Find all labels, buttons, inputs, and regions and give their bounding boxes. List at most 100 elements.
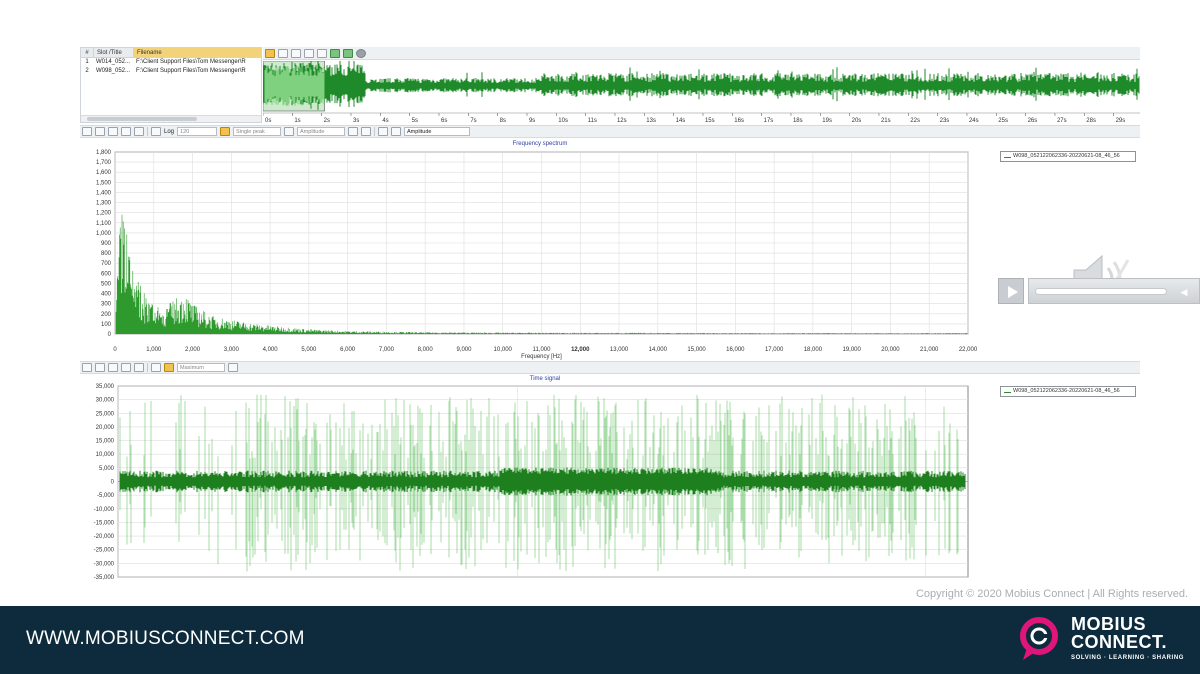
peak-mode-select[interactable]: Single peak: [233, 127, 282, 136]
spectrum-x-tick-label: 15,000: [687, 347, 706, 353]
frequency-spectrum-chart[interactable]: 0 100 200 300 400 500 600 700 800 900 1,000 1,100 1,…: [80, 146, 980, 362]
record-icon[interactable]: [356, 48, 366, 58]
copy-icon[interactable]: [95, 363, 105, 372]
marker-icon[interactable]: [164, 363, 174, 372]
play-button[interactable]: [998, 278, 1024, 304]
website-link[interactable]: WWW.MOBIUSCONNECT.COM: [26, 628, 305, 649]
overview-tick-label: 5s: [412, 118, 418, 123]
spectrum-x-tick-label: 14,000: [649, 347, 668, 353]
copy-icon[interactable]: [95, 127, 105, 136]
file-list-scrollbar[interactable]: [81, 115, 261, 122]
log-toggle[interactable]: Log: [164, 128, 175, 135]
time-y-tick-label: 0: [111, 480, 115, 486]
display-quantity-select[interactable]: Amplitude: [404, 127, 471, 136]
spectrum-y-tick-label: 600: [101, 271, 112, 277]
file-row-filename: F:\Client Support Files\Tom Messenger\R: [136, 68, 246, 74]
save-icon[interactable]: [291, 48, 301, 58]
spectrum-x-tick-label: 5,000: [301, 347, 317, 353]
overview-tick-label: 28s: [1086, 118, 1096, 123]
time-y-tick-label: 25,000: [96, 411, 115, 417]
time-y-tick-label: 15,000: [96, 439, 115, 445]
print-preview-icon[interactable]: [121, 127, 131, 136]
spectrum-x-tick-label: 3,000: [224, 347, 240, 353]
footer-banner: WWW.MOBIUSCONNECT.COM MOBIUS CONNECT. SO…: [0, 606, 1200, 674]
spectrum-y-tick-label: 1,500: [96, 180, 112, 186]
link-icon[interactable]: [348, 127, 359, 136]
spectrum-y-tick-label: 300: [101, 302, 112, 308]
print-preview-icon[interactable]: [121, 363, 131, 372]
spectrum-x-tick-label: 2,000: [185, 347, 201, 353]
spectrum-x-tick-label: 13,000: [610, 347, 629, 353]
toolbar-divider: [374, 127, 376, 136]
time-signal-chart[interactable]: 35,000 30,000 25,000 20,000 15,000 10,000 5,00…: [80, 380, 980, 586]
overview-tick-label: 6s: [441, 118, 447, 123]
quantity-select[interactable]: Amplitude: [297, 127, 346, 136]
play-range-icon[interactable]: [343, 48, 353, 58]
overview-selected-wave: [264, 66, 325, 106]
column-index-header[interactable]: #: [85, 50, 89, 56]
overview-tick-label: 20s: [852, 118, 862, 123]
overview-tick-label: 26s: [1028, 118, 1038, 123]
table-icon[interactable]: [151, 127, 161, 136]
logo-text-connect: CONNECT.: [1071, 632, 1168, 652]
time-y-tick-label: -10,000: [94, 507, 115, 513]
spectrum-y-tick-label: 1,000: [96, 231, 112, 237]
copy-icon[interactable]: [278, 48, 288, 58]
export-image-icon[interactable]: [134, 127, 144, 136]
vertical-cursor-icon[interactable]: [391, 127, 402, 136]
time-mode-select[interactable]: Maximum: [177, 363, 225, 372]
spectrum-x-tick-label: 17,000: [765, 347, 784, 353]
spectrum-x-tick-label: 21,000: [920, 347, 939, 353]
marker-icon[interactable]: [220, 127, 231, 136]
file-row[interactable]: 2 W098_052... F:\Client Support Files\To…: [81, 67, 261, 76]
overview-tick-label: 18s: [793, 118, 803, 123]
time-y-tick-label: 20,000: [96, 425, 115, 431]
spectrum-legend[interactable]: W098_052122062336-20220621-08_46_56: [1000, 151, 1136, 162]
resolution-select[interactable]: 120: [177, 127, 218, 136]
cursor-icon[interactable]: [82, 363, 92, 372]
spectrum-y-tick-label: 500: [101, 281, 112, 287]
add-icon[interactable]: [284, 127, 295, 136]
add-marker-icon[interactable]: [228, 363, 238, 372]
copyright-notice: Copyright © 2020 Mobius Connect | All Ri…: [915, 588, 1188, 600]
volume-icon[interactable]: ◀: [1180, 287, 1188, 297]
overview-tick-label: 19s: [822, 118, 832, 123]
spectrum-x-tick-label: 12,000: [571, 347, 590, 353]
spectrum-y-tick-label: 100: [101, 322, 112, 328]
overview-tick-label: 0s: [265, 118, 271, 123]
overview-waveform[interactable]: 0s 1s 2s 3s 4s 5s 6s 7s 8s 9s 10s 11s 12s 13s 14s 15s 16…: [263, 61, 1140, 123]
spectrum-series-line: [115, 214, 968, 334]
zoom-fit-icon[interactable]: [330, 48, 340, 58]
time-signal-legend[interactable]: W098_052122062336-20220621-08_46_56: [1000, 386, 1136, 397]
print-preview-icon[interactable]: [304, 48, 314, 58]
export-image-icon[interactable]: [317, 48, 327, 58]
spectrum-title: Frequency spectrum: [512, 141, 568, 147]
save-icon[interactable]: [108, 363, 118, 372]
spectrum-x-tick-label: 6,000: [340, 347, 356, 353]
unlink-icon[interactable]: [361, 127, 372, 136]
table-icon[interactable]: [151, 363, 161, 372]
select-range-icon[interactable]: [265, 48, 275, 58]
cursor-icon[interactable]: [82, 127, 92, 136]
overview-tick-label: 27s: [1057, 118, 1067, 123]
column-slot-header[interactable]: Slot /Title: [93, 48, 133, 57]
scrollbar-thumb[interactable]: [87, 117, 197, 121]
overview-tick-label: 10s: [558, 118, 568, 123]
spectrum-toolbar: Log 120 Single peak Amplitude Amplitude: [80, 125, 1140, 138]
time-y-tick-label: -15,000: [94, 520, 115, 526]
save-icon[interactable]: [108, 127, 118, 136]
horizontal-cursor-icon[interactable]: [378, 127, 389, 136]
file-row-index: 1: [85, 59, 89, 65]
column-filename-header[interactable]: Filename: [133, 48, 261, 57]
file-row[interactable]: 1 W014_052... F:\Client Support Files\To…: [81, 58, 261, 67]
overview-tick-label: 12s: [617, 118, 627, 123]
time-y-tick-label: -35,000: [94, 575, 115, 581]
overview-tick-label: 7s: [470, 118, 476, 123]
time-y-tick-label: -25,000: [94, 548, 115, 554]
spectrum-y-tick-label: 1,100: [96, 221, 112, 227]
overview-tick-label: 8s: [500, 118, 506, 123]
overview-tick-label: 29s: [1116, 118, 1126, 123]
audio-progress-bar[interactable]: [1035, 288, 1167, 295]
export-image-icon[interactable]: [134, 363, 144, 372]
